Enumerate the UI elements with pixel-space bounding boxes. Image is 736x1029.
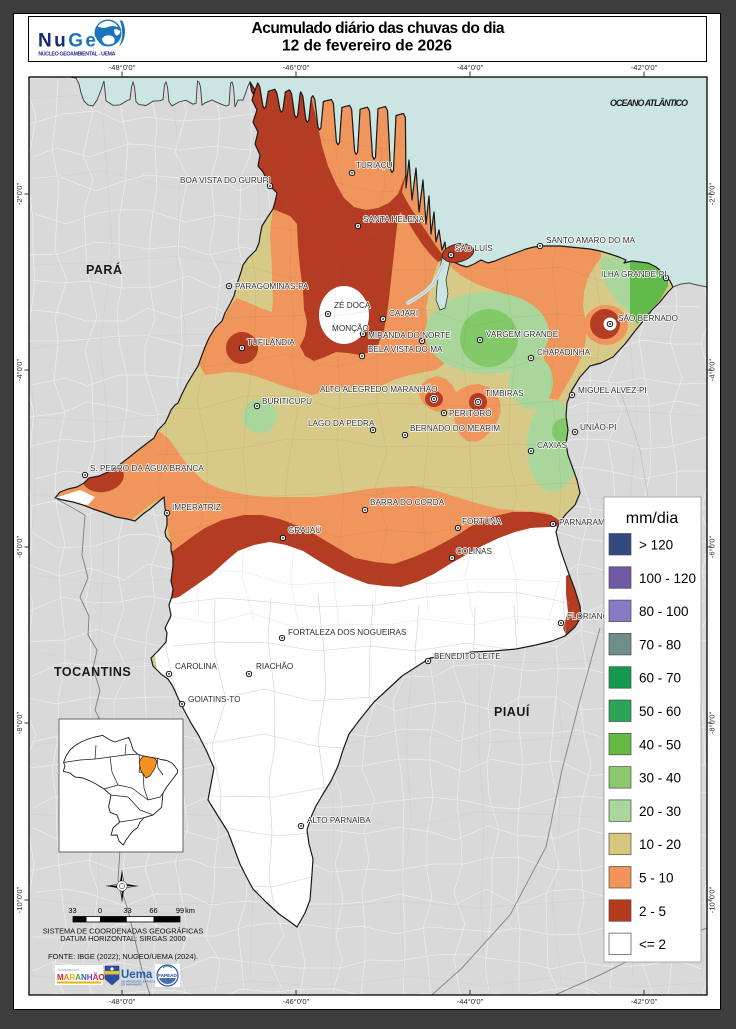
svg-text:0: 0 (98, 906, 102, 915)
svg-text:PARAGOMINAS-PA: PARAGOMINAS-PA (235, 282, 309, 291)
svg-text:BENEDITO LEITE: BENEDITO LEITE (434, 652, 501, 661)
svg-text:TURIAÇU: TURIAÇU (356, 161, 392, 170)
svg-text:ALTO ALEGREDO MARANHÃO: ALTO ALEGREDO MARANHÃO (320, 384, 438, 394)
svg-text:99: 99 (176, 906, 184, 915)
svg-text:ILHA GRANDE-PI: ILHA GRANDE-PI (601, 270, 667, 279)
svg-text:MIRANDA DO NORTE: MIRANDA DO NORTE (368, 331, 451, 340)
svg-text:60 - 70: 60 - 70 (639, 671, 681, 686)
svg-text:UNIÃO-PI: UNIÃO-PI (580, 422, 616, 432)
svg-text:-2°0'0": -2°0'0" (15, 183, 24, 206)
svg-text:-6°0'0": -6°0'0" (708, 536, 717, 559)
svg-text:BOA VISTA DO GURUPI: BOA VISTA DO GURUPI (180, 176, 270, 185)
svg-text:20 - 30: 20 - 30 (639, 804, 681, 819)
svg-text:BERNADO DO MEARIM: BERNADO DO MEARIM (410, 424, 500, 433)
svg-text:UNIVERSIDADE ESTADUAL: UNIVERSIDADE ESTADUAL (121, 980, 158, 984)
svg-text:VARGEM GRANDE: VARGEM GRANDE (486, 330, 559, 339)
svg-text:COLINAS: COLINAS (456, 547, 492, 556)
svg-text:33: 33 (68, 906, 76, 915)
svg-text:NÚCLEO GEOAMBIENTAL - UEMA: NÚCLEO GEOAMBIENTAL - UEMA (38, 51, 115, 58)
svg-text:CHAPADINHA: CHAPADINHA (537, 348, 591, 357)
svg-text:ALTO PARNAÍBA: ALTO PARNAÍBA (307, 815, 371, 825)
svg-text:PIAUÍ: PIAUÍ (494, 704, 530, 719)
svg-text:GOVERNO DO: GOVERNO DO (58, 968, 79, 972)
svg-text:33: 33 (123, 906, 131, 915)
svg-text:-8°0'0": -8°0'0" (15, 712, 24, 735)
svg-text:TUFILÂNDIA: TUFILÂNDIA (247, 337, 295, 347)
svg-text:FORTALEZA DOS NOGUEIRAS: FORTALEZA DOS NOGUEIRAS (288, 628, 407, 637)
svg-text:-2°0'0": -2°0'0" (708, 183, 717, 206)
svg-text:> 120: > 120 (639, 538, 673, 553)
svg-text:-48°0'0": -48°0'0" (109, 997, 136, 1006)
svg-text:SANTA HELENA: SANTA HELENA (363, 215, 425, 224)
svg-text:66: 66 (149, 906, 157, 915)
svg-text:GRAJAÚ: GRAJAÚ (288, 525, 321, 535)
svg-text:CAROLINA: CAROLINA (175, 662, 217, 671)
svg-text:-42°0'0": -42°0'0" (631, 63, 658, 72)
svg-text:2 - 5: 2 - 5 (639, 904, 666, 919)
svg-text:mm/dia: mm/dia (626, 510, 679, 527)
svg-text:<= 2: <= 2 (639, 937, 666, 952)
svg-text:ZÉ DOCA: ZÉ DOCA (334, 300, 371, 310)
svg-text:OCEANO ATLÂNTICO: OCEANO ATLÂNTICO (610, 97, 688, 108)
svg-text:-6°0'0": -6°0'0" (15, 536, 24, 559)
svg-text:-46°0'0": -46°0'0" (283, 997, 310, 1006)
svg-text:MONÇÃO: MONÇÃO (332, 323, 369, 333)
svg-text:PERITORÓ: PERITORÓ (449, 408, 492, 418)
svg-text:LAGO DA PEDRA: LAGO DA PEDRA (308, 419, 375, 428)
svg-text:50 - 60: 50 - 60 (639, 704, 681, 719)
svg-text:DATUM HORIZONTAL: SIRGAS 2000: DATUM HORIZONTAL: SIRGAS 2000 (60, 934, 185, 943)
svg-text:-4°0'0": -4°0'0" (15, 359, 24, 382)
svg-text:PARÁ: PARÁ (86, 262, 123, 277)
svg-text:CAXIAS: CAXIAS (537, 441, 568, 450)
svg-text:PARNARAMA: PARNARAMA (559, 518, 611, 527)
svg-text:FAPEAD: FAPEAD (158, 973, 177, 978)
svg-text:SANTO AMARO DO MA: SANTO AMARO DO MA (546, 236, 636, 245)
svg-text:TOCANTINS: TOCANTINS (54, 665, 131, 679)
svg-text:-44°0'0": -44°0'0" (457, 997, 484, 1006)
svg-text:-46°0'0": -46°0'0" (283, 63, 310, 72)
svg-text:30 - 40: 30 - 40 (639, 771, 681, 786)
svg-text:FONTE: IBGE (2022); NUGEO/UEMA: FONTE: IBGE (2022); NUGEO/UEMA (2024). (48, 952, 198, 961)
svg-text:-10°0'0": -10°0'0" (15, 886, 24, 913)
svg-text:BARRA DO CORDA: BARRA DO CORDA (370, 498, 445, 507)
svg-text:40 - 50: 40 - 50 (639, 737, 681, 752)
svg-text:CAJARI: CAJARI (389, 309, 418, 318)
svg-text:5 - 10: 5 - 10 (639, 871, 674, 886)
svg-text:70 - 80: 70 - 80 (639, 637, 681, 652)
svg-text:DO MARANHÃO: DO MARANHÃO (121, 982, 143, 987)
svg-text:km: km (185, 906, 195, 915)
svg-text:BELA VISTA DO MA: BELA VISTA DO MA (368, 345, 443, 354)
svg-text:FORTUNA: FORTUNA (462, 517, 502, 526)
svg-text:SÃO BERNADO: SÃO BERNADO (618, 313, 678, 323)
svg-text:10 - 20: 10 - 20 (639, 837, 681, 852)
svg-text:Uema: Uema (121, 969, 153, 981)
svg-text:12 de fevereiro de 2026: 12 de fevereiro de 2026 (282, 38, 452, 55)
svg-text:Acumulado diário das chuvas do: Acumulado diário das chuvas do dia (252, 20, 505, 37)
svg-text:-4°0'0": -4°0'0" (708, 359, 717, 382)
svg-text:80 - 100: 80 - 100 (639, 604, 689, 619)
svg-text:-42°0'0": -42°0'0" (631, 997, 658, 1006)
svg-text:S. PEDRO DA ÁGUA BRANCA: S. PEDRO DA ÁGUA BRANCA (90, 463, 204, 473)
svg-text:BURITICUPU: BURITICUPU (262, 397, 312, 406)
svg-text:-44°0'0": -44°0'0" (457, 63, 484, 72)
svg-text:-8°0'0": -8°0'0" (708, 712, 717, 735)
svg-text:GOIATINS-TO: GOIATINS-TO (188, 695, 240, 704)
svg-text:TIMBIRAS: TIMBIRAS (485, 389, 524, 398)
svg-text:IMPERATRIZ: IMPERATRIZ (172, 503, 221, 512)
svg-text:MIGUEL ALVEZ-PI: MIGUEL ALVEZ-PI (578, 386, 647, 395)
svg-text:MARANHÃO: MARANHÃO (57, 973, 105, 982)
svg-text:SÃO LUÍS: SÃO LUÍS (455, 243, 493, 253)
svg-text:FLORIANO: FLORIANO (567, 612, 609, 621)
svg-text:SISTEMA DE COORDENADAS GEOGRÁF: SISTEMA DE COORDENADAS GEOGRÁFICAS (43, 927, 204, 936)
svg-text:-10°0'0": -10°0'0" (708, 886, 717, 913)
svg-text:-48°0'0": -48°0'0" (109, 63, 136, 72)
svg-text:100 - 120: 100 - 120 (639, 571, 696, 586)
svg-text:RIACHÃO: RIACHÃO (256, 661, 293, 671)
